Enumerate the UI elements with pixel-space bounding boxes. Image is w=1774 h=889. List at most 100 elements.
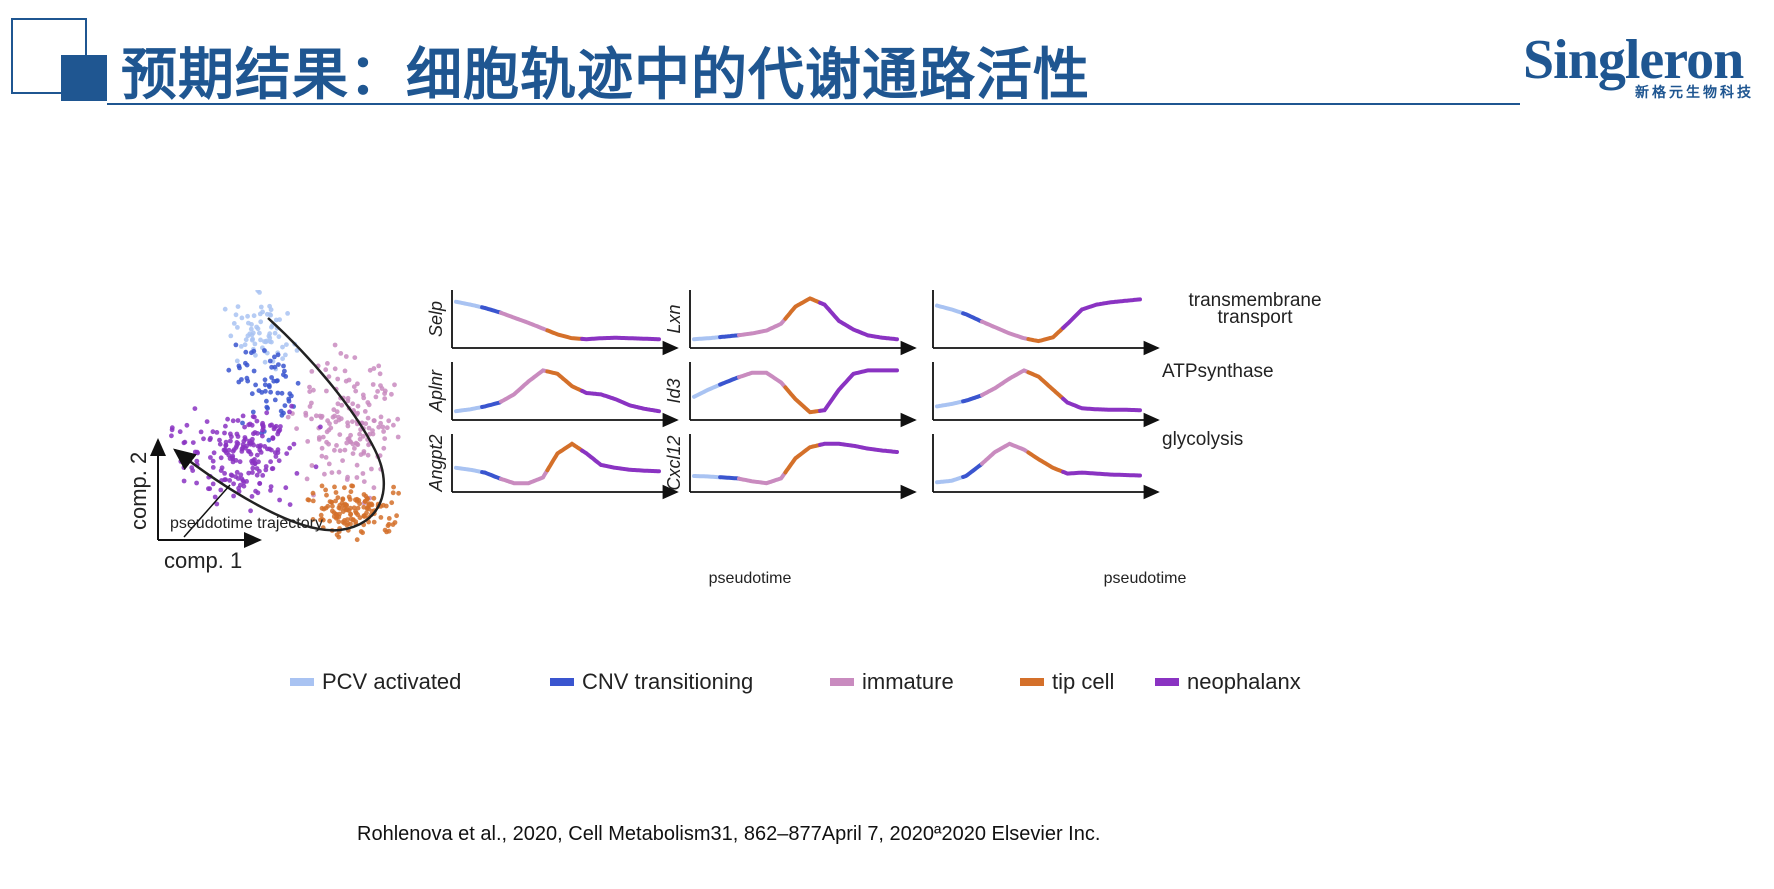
citation: Rohlenova et al., 2020, Cell Metabolism3… (357, 823, 1101, 845)
scatter-point (350, 401, 356, 407)
scatter-point (384, 425, 390, 431)
scatter-point (223, 443, 229, 448)
scatter-point (278, 424, 283, 429)
scatter-point (252, 461, 258, 467)
scatter-point (233, 342, 239, 348)
scatter-point (287, 502, 293, 507)
trend-segment (980, 368, 1031, 398)
scatter-point (358, 529, 364, 534)
scatter-point (324, 429, 330, 435)
scatter-point (252, 341, 258, 347)
scatter-point (268, 488, 273, 493)
scatter-point (214, 430, 220, 435)
scatter-point (382, 436, 388, 441)
scatter-point (330, 503, 335, 509)
legend-swatch (1020, 678, 1044, 686)
scatter-point (339, 402, 345, 408)
scatter-point (348, 521, 353, 527)
scatter-point (235, 434, 241, 439)
scatter-point (268, 484, 274, 489)
scatter-point (355, 410, 360, 416)
trend-segment (1061, 297, 1142, 330)
scatter-point (392, 382, 397, 388)
scatter-point (318, 512, 324, 518)
gene-panel: Selp (426, 290, 679, 356)
state-legend: PCV activated CNV transitioning immature ti… (290, 669, 1301, 694)
scatter-point (277, 497, 282, 503)
scatter-point (323, 367, 329, 373)
scatter-point (354, 462, 360, 468)
scatter-point (342, 368, 348, 374)
scatter-point (355, 381, 360, 387)
scatter-point (346, 377, 352, 383)
scatter-point (240, 420, 245, 426)
scatter-point (235, 441, 241, 446)
scatter-point (361, 395, 367, 401)
legend-label: CNV transitioning (582, 669, 753, 694)
trend-segment (692, 382, 723, 399)
scatter-point (282, 403, 288, 408)
scatter-point (210, 429, 216, 435)
scatter-point (253, 352, 258, 358)
scatter-point (351, 505, 357, 511)
scatter-point (248, 326, 254, 332)
scatter-point (366, 425, 372, 431)
scatter-point (275, 390, 281, 396)
scatter-point (371, 366, 377, 371)
trend-segment (498, 310, 550, 333)
trend-segment (718, 375, 741, 387)
scatter-point (295, 380, 301, 386)
scatter-point (327, 499, 333, 504)
pathway-label: transport (1218, 307, 1294, 328)
scatter-point (181, 465, 187, 470)
scatter-point (258, 337, 263, 343)
scatter-point (262, 359, 268, 365)
scatter-point (246, 470, 252, 476)
scatter-point (336, 414, 341, 420)
scatter-point (283, 352, 288, 358)
trend-segment (545, 369, 585, 393)
gene-panel: Angpt2 (426, 434, 679, 500)
scatter-point (342, 485, 347, 491)
gene-panel: Id3 (664, 362, 917, 428)
scatter-point (345, 423, 351, 429)
scatter-point (267, 358, 273, 364)
trend-segment (935, 399, 966, 409)
scatter-point (294, 471, 300, 476)
scatter-point (378, 515, 384, 520)
scatter-point (323, 505, 329, 511)
scatter-point (328, 425, 334, 431)
scatter-point (280, 356, 285, 362)
scatter-point (247, 421, 253, 427)
scatter-point (354, 537, 360, 543)
scatter-point (280, 344, 285, 350)
trend-segment (980, 319, 1031, 342)
scatter-point (364, 496, 370, 502)
scatter-point (310, 517, 316, 522)
scatter-point (206, 486, 211, 492)
trend-segment (692, 335, 723, 342)
trend-segment (818, 368, 899, 413)
scatter-point (332, 484, 337, 490)
trend-segment (737, 470, 788, 486)
scatter-point (347, 497, 353, 502)
scatter-point (219, 465, 225, 471)
scatter-point (386, 516, 392, 521)
scatter-point (327, 421, 332, 426)
scatter-point (230, 418, 236, 424)
trend-segment (818, 441, 899, 454)
scatter-point (262, 339, 267, 344)
scatter-point (326, 441, 331, 447)
scatter-point (231, 493, 237, 499)
scatter-point (345, 474, 350, 480)
trend-segment (783, 296, 823, 321)
scatter-point (218, 455, 224, 461)
trend-segment (737, 370, 788, 390)
scatter-point (254, 452, 260, 458)
gene-panel (932, 290, 1160, 356)
scatter-point (369, 502, 375, 508)
scatter-point (349, 483, 354, 489)
scatter-point (242, 424, 248, 430)
trend-segment (545, 441, 585, 473)
scatter-point (266, 383, 272, 388)
